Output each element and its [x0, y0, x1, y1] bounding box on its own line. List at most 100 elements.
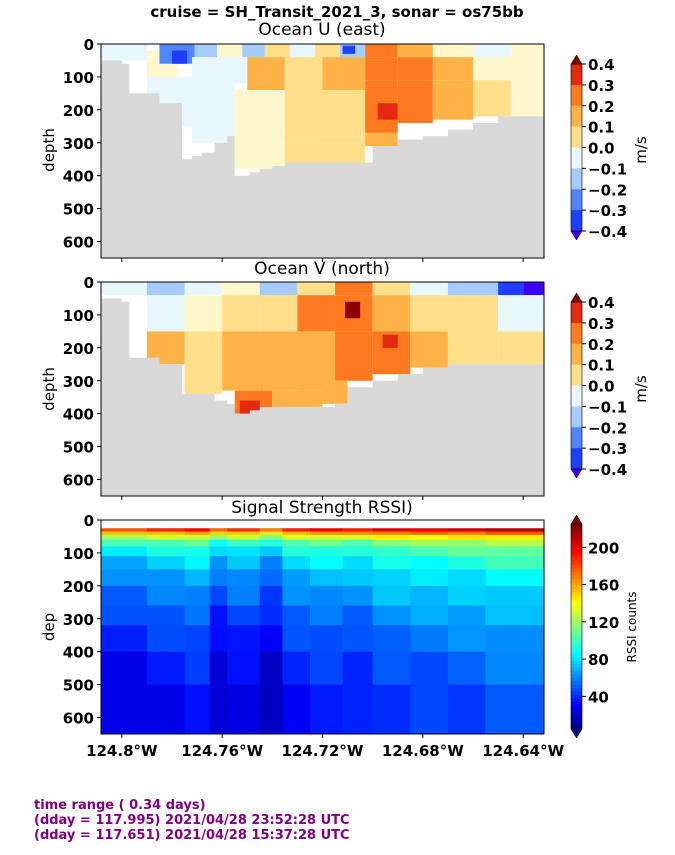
panel-ocean-u: Ocean U (east) depth 0 100 200 300 400 500 600… — [40, 20, 650, 262]
rssi-cell — [209, 556, 228, 570]
y-tick-label: 100 — [63, 545, 94, 563]
colorbar-tick-label: 0.2 — [588, 336, 615, 354]
velocity-cell — [284, 57, 323, 91]
rssi-cell — [227, 546, 261, 557]
colorbar-band — [571, 616, 582, 621]
plot-area-ocean-u — [100, 43, 545, 259]
colorbar-label-ocean-v: m/s — [632, 375, 650, 403]
colorbar-extend-max — [570, 54, 583, 65]
ticks-ocean-v: 0 100 200 300 400 500 600 — [63, 274, 524, 500]
colorbar-tick-label: −0.1 — [588, 398, 627, 416]
y-axis-label-rssi: dep — [40, 613, 58, 641]
colorbar-tick-label: −0.4 — [588, 223, 627, 241]
rssi-cell — [342, 534, 374, 541]
velocity-cell — [184, 282, 223, 296]
velocity-cell — [372, 295, 411, 332]
velocity-cell — [247, 57, 285, 91]
velocity-cell — [397, 80, 433, 124]
velocity-cell — [194, 44, 218, 58]
velocity-cell — [473, 80, 511, 117]
rssi-cell — [146, 556, 186, 570]
velocity-cell — [322, 136, 366, 163]
colorbar-band — [571, 568, 582, 573]
y-tick-label: 400 — [63, 168, 94, 186]
y-tick-label: 600 — [63, 710, 94, 728]
rssi-cell — [372, 585, 411, 607]
rssi-cell — [282, 625, 311, 653]
velocity-cell — [510, 80, 544, 117]
rssi-cell — [447, 528, 487, 533]
rssi-cell — [259, 531, 283, 536]
colorbar-band — [571, 633, 582, 638]
velocity-cell — [447, 331, 499, 365]
colorbar-band — [571, 599, 582, 604]
colorbar-band — [571, 602, 582, 607]
rssi-cell — [101, 625, 148, 653]
rssi-cell — [309, 534, 344, 541]
rssi-cell — [410, 625, 449, 653]
rssi-cell — [342, 528, 374, 533]
colorbar-band — [571, 708, 582, 713]
velocity-cell — [322, 380, 348, 404]
rssi-cell — [209, 585, 228, 607]
colorbar-band — [571, 147, 582, 169]
rssi-cell — [146, 605, 186, 626]
colorbar-tick-label: −0.1 — [588, 160, 627, 178]
velocity-cell — [498, 295, 544, 332]
x-tick-label: 124.68°W — [382, 742, 464, 760]
rssi-cell — [309, 539, 344, 547]
panel-rssi: Signal Strength RSSI) dep 0 100 200 300 400 5… — [40, 498, 639, 760]
rssi-cell — [342, 546, 374, 557]
colorbar-band — [571, 643, 582, 648]
velocity-cell — [365, 57, 398, 81]
colorbar-band — [571, 670, 582, 675]
colorbar-band — [571, 688, 582, 692]
colorbar-tick-label: 0.1 — [588, 357, 615, 375]
rssi-cell — [372, 539, 411, 547]
colorbar-tick-label: 0.2 — [588, 98, 615, 116]
rssi-cell — [184, 569, 211, 587]
velocity-cell — [259, 282, 298, 296]
velocity-cell — [146, 282, 185, 296]
colorbar-tick-label: 0.1 — [588, 119, 615, 137]
colorbar-band — [571, 588, 582, 593]
rssi-cell — [309, 585, 344, 607]
colorbar-tick-label: 0.0 — [588, 378, 615, 396]
rssi-cell — [101, 534, 148, 541]
colorbar-band — [571, 701, 582, 706]
velocity-cell — [284, 90, 323, 143]
rssi-cell — [309, 531, 344, 536]
rssi-cell — [485, 534, 544, 541]
colorbar-tick-label: 120 — [588, 614, 619, 632]
rssi-cell — [485, 651, 544, 686]
velocity-cell — [222, 282, 260, 296]
velocity-cell — [322, 90, 366, 137]
rssi-cell — [410, 569, 449, 587]
rssi-cell — [282, 585, 311, 607]
rssi-cell — [146, 684, 186, 734]
rssi-cell — [227, 605, 261, 626]
velocity-cell — [259, 331, 298, 391]
colorbar-tick-label: −0.2 — [588, 419, 627, 437]
velocity-cell — [242, 44, 265, 58]
colorbar-band — [571, 725, 582, 730]
rssi-cell — [410, 684, 449, 734]
colorbar-tick-label: 0.0 — [588, 140, 615, 158]
rssi-cell — [410, 534, 449, 541]
colorbar-tick-label: 200 — [588, 539, 619, 557]
seafloor-mask — [101, 60, 544, 258]
rssi-cell — [146, 569, 186, 587]
rssi-cell — [146, 546, 186, 557]
colorbar-band — [571, 623, 582, 627]
velocity-cell — [447, 295, 499, 332]
rssi-cell — [372, 605, 411, 626]
colorbar-band — [571, 694, 582, 699]
rssi-cell — [372, 625, 411, 653]
colorbar-label-rssi: RSSI counts — [625, 591, 639, 662]
colorbar-band — [571, 592, 582, 597]
velocity-cell — [234, 142, 285, 170]
rssi-cell — [282, 556, 311, 570]
x-tick-label: 124.64°W — [482, 742, 564, 760]
rssi-cell — [227, 684, 261, 734]
colorbar-band — [571, 677, 582, 682]
